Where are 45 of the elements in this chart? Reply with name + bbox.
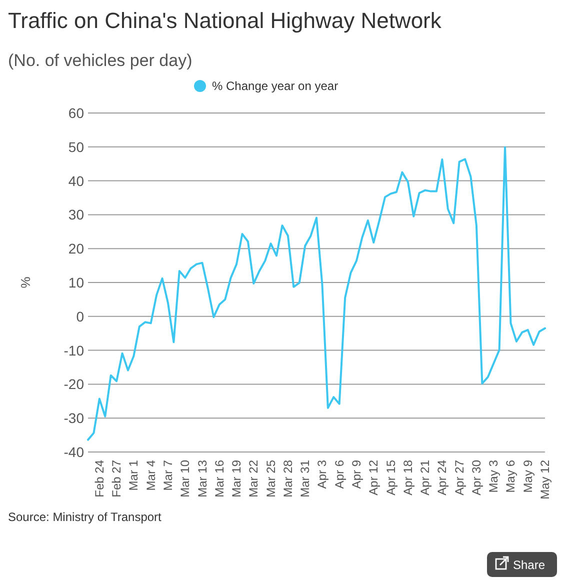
x-tick-label: Mar 7 — [160, 460, 175, 491]
y-tick-label: -30 — [64, 410, 84, 426]
x-tick-label: Apr 9 — [349, 460, 364, 489]
source-note: Source: Ministry of Transport — [8, 510, 162, 524]
x-tick-label: Feb 27 — [110, 460, 124, 498]
x-tick-label: Mar 4 — [144, 460, 158, 491]
x-tick-label: Mar 22 — [246, 460, 261, 498]
x-tick-label: Apr 18 — [400, 460, 415, 496]
chart-title: Traffic on China's National Highway Network — [8, 8, 442, 33]
x-tick-label: Mar 13 — [195, 460, 210, 498]
x-tick-label: Apr 24 — [435, 460, 450, 496]
x-tick-label: Apr 12 — [366, 460, 381, 496]
x-tick-label: Feb 24 — [92, 460, 106, 498]
y-tick-label: 60 — [68, 105, 84, 121]
x-tick-label: Mar 31 — [298, 460, 312, 498]
x-tick-label: Apr 3 — [315, 460, 330, 489]
x-tick-label: May 3 — [486, 460, 501, 493]
x-tick-label: Mar 10 — [178, 460, 192, 498]
legend-label: % Change year on year — [212, 79, 338, 93]
y-tick-label: 50 — [68, 138, 84, 155]
y-axis-title: % — [18, 276, 33, 288]
x-tick-label: Mar 25 — [264, 460, 278, 498]
y-tick-label: 0 — [76, 308, 84, 324]
x-tick-label: Mar 16 — [212, 460, 226, 498]
y-tick-label: -20 — [64, 376, 84, 392]
x-tick-label: Mar 19 — [230, 460, 244, 498]
x-tick-label: Apr 21 — [418, 460, 432, 496]
x-tick-label: Apr 27 — [452, 460, 466, 496]
x-tick-label: Apr 15 — [384, 460, 398, 496]
x-tick-label: May 12 — [538, 460, 552, 500]
line-series — [87, 146, 546, 441]
x-tick-label: Apr 30 — [469, 460, 484, 496]
share-button: Share — [487, 552, 557, 577]
y-tick-label: -10 — [64, 342, 84, 358]
chart-subtitle: (No. of vehicles per day) — [8, 51, 192, 70]
y-tick-label: 40 — [68, 172, 84, 189]
x-tick-label: May 9 — [520, 460, 535, 493]
x-tick-label: Apr 6 — [332, 460, 346, 489]
x-tick-label: Mar 28 — [280, 460, 295, 498]
y-tick-label: 30 — [68, 206, 84, 223]
y-tick-label: 20 — [68, 240, 84, 257]
x-tick-label: May 6 — [504, 460, 518, 493]
y-tick-label: 10 — [68, 274, 84, 290]
y-tick-label: -40 — [64, 444, 84, 460]
x-tick-label: Mar 1 — [126, 460, 141, 491]
